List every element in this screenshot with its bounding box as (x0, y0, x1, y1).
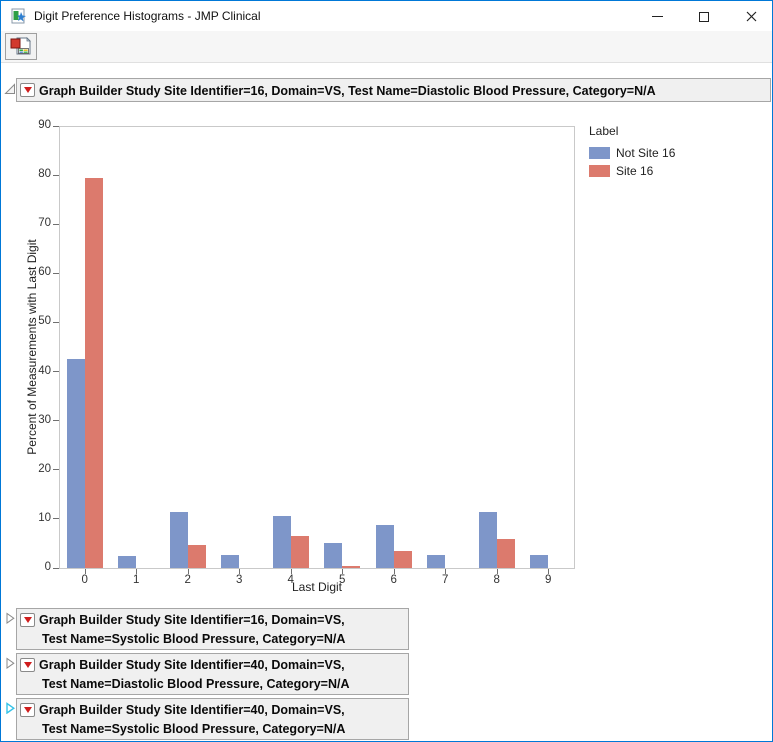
y-tick-label: 50 (38, 315, 51, 328)
x-tick-label: 6 (390, 574, 397, 586)
x-tick-mark (136, 569, 138, 574)
y-tick-label: 80 (38, 168, 51, 181)
data-table-icon (10, 37, 31, 55)
x-tick-label: 7 (442, 574, 449, 586)
x-tick-mark (342, 569, 344, 574)
y-tick-mark (53, 174, 59, 176)
bar-not-site-16-digit-6[interactable] (375, 524, 394, 568)
open-data-table-button[interactable] (5, 33, 37, 60)
disclosure-closed-icon[interactable] (4, 612, 16, 624)
maximize-button[interactable] (681, 2, 727, 31)
bar-not-site-16-digit-2[interactable] (169, 511, 188, 568)
y-tick-mark (53, 125, 59, 127)
outline-header-3[interactable]: Graph Builder Study Site Identifier=40, … (16, 653, 409, 695)
minimize-icon (651, 16, 663, 17)
y-tick-label: 90 (38, 119, 51, 131)
red-triangle-menu-icon[interactable] (20, 703, 35, 717)
outline-title-3-line2[interactable]: Test Name=Diastolic Blood Pressure, Cate… (42, 677, 350, 691)
outline-title-2-line2[interactable]: Test Name=Systolic Blood Pressure, Categ… (42, 632, 346, 646)
bar-not-site-16-digit-4[interactable] (272, 516, 291, 568)
outline-header-1[interactable]: Graph Builder Study Site Identifier=16, … (16, 78, 771, 102)
legend-item[interactable]: Not Site 16 (589, 146, 675, 160)
bar-not-site-16-digit-0[interactable] (66, 359, 85, 568)
y-tick-mark (53, 567, 59, 569)
close-icon (746, 11, 756, 22)
bar-site-16-digit-5[interactable] (342, 566, 361, 568)
y-tick-label: 70 (38, 217, 51, 230)
y-axis-label: Percent of Measurements with Last Digit (25, 239, 39, 455)
x-tick-label: 0 (81, 574, 88, 586)
y-tick-mark (53, 321, 59, 323)
x-axis-label: Last Digit (291, 580, 343, 594)
x-tick-mark (187, 569, 189, 574)
x-tick-label: 1 (133, 574, 140, 586)
outline-title-4-line2[interactable]: Test Name=Systolic Blood Pressure, Categ… (42, 722, 346, 736)
y-tick-mark (53, 272, 59, 274)
bar-site-16-digit-2[interactable] (187, 545, 206, 568)
bar-site-16-digit-0[interactable] (84, 177, 103, 568)
x-tick-label: 5 (339, 574, 346, 586)
chart-legend: Label Not Site 16 Site 16 (589, 124, 675, 182)
titlebar[interactable]: Digit Preference Histograms - JMP Clinic… (1, 1, 772, 31)
x-tick-mark (290, 569, 292, 574)
bar-not-site-16-digit-1[interactable] (118, 555, 137, 568)
outline-title-3-line1[interactable]: Graph Builder Study Site Identifier=40, … (39, 658, 345, 672)
red-triangle-menu-icon[interactable] (20, 83, 35, 97)
y-tick-label: 10 (38, 511, 51, 524)
bar-not-site-16-digit-8[interactable] (478, 511, 497, 568)
x-tick-label: 9 (545, 574, 552, 586)
legend-label: Site 16 (616, 164, 654, 178)
red-triangle-menu-icon[interactable] (20, 658, 35, 672)
red-triangle-menu-icon[interactable] (20, 613, 35, 627)
maximize-icon (699, 11, 709, 22)
window-title: Digit Preference Histograms - JMP Clinic… (34, 9, 261, 23)
legend-swatch[interactable] (589, 165, 610, 177)
x-tick-label: 3 (236, 574, 243, 586)
x-tick-mark (84, 569, 86, 574)
disclosure-closed-icon[interactable] (4, 657, 16, 669)
minimize-button[interactable] (634, 2, 680, 31)
y-tick-label: 60 (38, 266, 51, 279)
bar-not-site-16-digit-7[interactable] (427, 554, 446, 568)
outline-title-2-line1[interactable]: Graph Builder Study Site Identifier=16, … (39, 613, 345, 627)
y-tick-mark (53, 420, 59, 422)
jmp-clinical-app-icon (11, 8, 26, 24)
legend-label: Not Site 16 (616, 146, 676, 160)
y-tick-mark (53, 518, 59, 520)
x-tick-mark (445, 569, 447, 574)
y-tick-label: 30 (38, 413, 51, 426)
y-tick-label: 20 (38, 462, 51, 475)
bar-not-site-16-digit-5[interactable] (324, 543, 343, 568)
x-tick-label: 8 (493, 574, 500, 586)
legend-item[interactable]: Site 16 (589, 164, 675, 178)
outline-header-4[interactable]: Graph Builder Study Site Identifier=40, … (16, 698, 409, 740)
outline-header-2[interactable]: Graph Builder Study Site Identifier=16, … (16, 608, 409, 650)
plot-area (59, 126, 575, 569)
x-tick-label: 2 (184, 574, 191, 586)
disclosure-closed-focused-icon[interactable] (4, 702, 16, 714)
x-tick-mark (496, 569, 498, 574)
x-tick-mark (239, 569, 241, 574)
bar-site-16-digit-6[interactable] (393, 550, 412, 568)
outline-title-4-line1[interactable]: Graph Builder Study Site Identifier=40, … (39, 703, 345, 717)
bar-not-site-16-digit-9[interactable] (530, 554, 549, 568)
y-tick-mark (53, 371, 59, 373)
bar-not-site-16-digit-3[interactable] (221, 554, 240, 568)
y-tick-mark (53, 223, 59, 225)
y-tick-label: 0 (44, 561, 51, 573)
outline-title-1[interactable]: Graph Builder Study Site Identifier=16, … (39, 84, 656, 98)
disclosure-open-icon[interactable] (4, 83, 16, 95)
bar-site-16-digit-4[interactable] (290, 536, 309, 568)
x-tick-mark (548, 569, 550, 574)
legend-title: Label (589, 124, 619, 138)
toolbar (1, 31, 772, 63)
bar-site-16-digit-8[interactable] (496, 538, 515, 568)
y-tick-mark (53, 469, 59, 471)
x-tick-mark (393, 569, 395, 574)
close-button[interactable] (728, 2, 772, 31)
y-tick-label: 40 (38, 364, 51, 377)
x-tick-label: 4 (287, 574, 294, 586)
legend-swatch[interactable] (589, 147, 610, 159)
